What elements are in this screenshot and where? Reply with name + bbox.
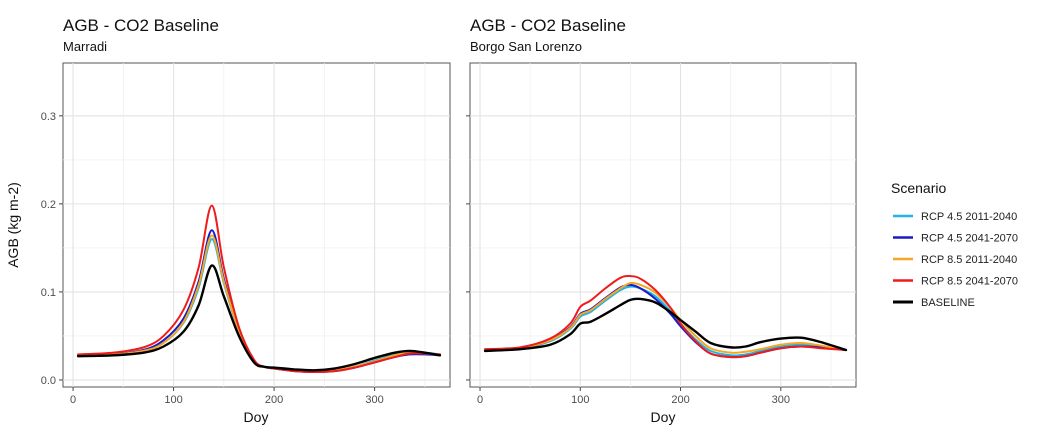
x-tick-label: 100 <box>571 394 589 406</box>
x-tick-label: 200 <box>265 394 283 406</box>
y-tick-label: 0.0 <box>41 375 56 387</box>
plot-area <box>469 62 857 388</box>
legend-entry-label: RCP 4.5 2011-2040 <box>921 211 1017 223</box>
y-tick-label: 0.2 <box>41 199 56 211</box>
series-group <box>76 204 442 374</box>
panel-subtitle: Borgo San Lorenzo <box>470 39 582 54</box>
legend: Scenario RCP 4.5 2011-2040 RCP 4.5 2041-2… <box>891 180 1018 309</box>
legend-entry-label: RCP 8.5 2041-2070 <box>921 276 1018 288</box>
panel-title: AGB - CO2 Baseline <box>63 16 219 35</box>
series-line-baseline <box>483 297 848 353</box>
x-tick-label: 300 <box>365 394 383 406</box>
x-axis-title: Doy <box>651 409 676 425</box>
x-tick-group: 0 100 200 300 <box>70 387 384 406</box>
x-tick-group: 0 100 200 300 <box>477 387 790 406</box>
panel-marradi: AGB - CO2 Baseline Marradi 0 100 200 300 0.… <box>5 16 451 425</box>
legend-entry-label: BASELINE <box>921 297 975 309</box>
y-tick-label: 0.3 <box>41 111 56 123</box>
panel-subtitle: Marradi <box>63 39 107 54</box>
plot-area <box>62 62 451 388</box>
panel-title: AGB - CO2 Baseline <box>470 16 626 35</box>
y-tick-group <box>466 115 470 381</box>
x-tick-label: 300 <box>772 394 790 406</box>
legend-items: RCP 4.5 2011-2040 RCP 4.5 2041-2070 RCP 8.… <box>893 211 1018 309</box>
gridlines <box>63 63 450 387</box>
y-tick-label: 0.1 <box>41 287 56 299</box>
series-line-baseline <box>76 264 442 372</box>
x-axis-title: Doy <box>244 409 269 425</box>
y-axis-title: AGB (kg m-2) <box>5 182 21 268</box>
legend-title: Scenario <box>891 180 946 196</box>
panel-borgo-san-lorenzo: AGB - CO2 Baseline Borgo San Lorenzo 0 10… <box>466 16 857 425</box>
x-tick-label: 100 <box>164 394 182 406</box>
legend-entry-label: RCP 8.5 2011-2040 <box>921 254 1017 266</box>
x-tick-label: 0 <box>70 394 76 406</box>
legend-entry-label: RCP 4.5 2041-2070 <box>921 233 1018 245</box>
gridlines <box>470 63 856 387</box>
x-tick-label: 0 <box>477 394 483 406</box>
x-tick-label: 200 <box>671 394 689 406</box>
series-line-rcp-8-5-2041-2070 <box>484 274 847 359</box>
series-group <box>483 274 848 359</box>
y-tick-group: 0.0 0.1 0.2 0.3 <box>41 111 63 387</box>
